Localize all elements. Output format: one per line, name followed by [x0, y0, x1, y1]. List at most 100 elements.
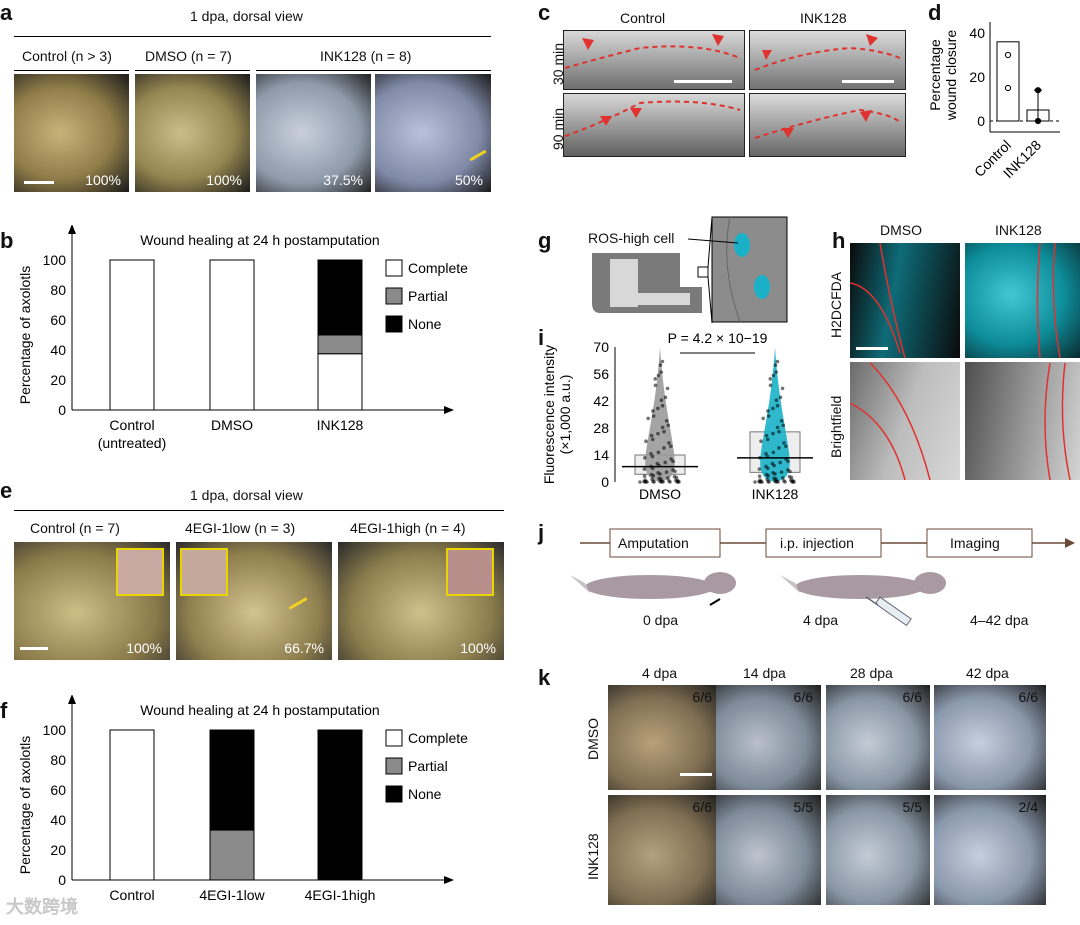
data-point	[778, 460, 783, 465]
data-point	[665, 476, 670, 480]
data-point	[662, 429, 666, 434]
rule	[14, 70, 129, 71]
panel-a-rule	[14, 36, 491, 37]
fraction-label: 6/6	[902, 689, 922, 705]
x-tick-label: INK128	[317, 417, 364, 433]
violin	[645, 347, 675, 482]
data-point	[772, 476, 776, 481]
micrograph-control: 100%	[14, 74, 129, 192]
scale-bar	[674, 80, 732, 83]
panel-a-col-control: Control (n > 3)	[22, 48, 112, 64]
data-point	[1004, 84, 1012, 92]
data-point	[656, 450, 661, 455]
data-point	[771, 431, 775, 436]
arrowhead-icon	[782, 128, 794, 138]
outline	[1061, 362, 1071, 480]
data-point	[655, 461, 660, 466]
arrowhead-icon	[860, 110, 872, 122]
fraction-label: 2/4	[1018, 799, 1038, 815]
data-point	[642, 467, 647, 471]
panel-g-label: g	[538, 228, 552, 253]
timepoint-4: 4 dpa	[803, 612, 839, 628]
legend-swatch	[385, 287, 403, 305]
scale-bar	[680, 773, 712, 776]
data-point	[665, 386, 670, 391]
panel-c-col-ink128: INK128	[800, 10, 847, 26]
micrograph-c-ink-90	[749, 93, 906, 157]
panel-a-label: a	[0, 0, 13, 25]
micrograph-k: 6/6	[716, 685, 821, 790]
panel-d-label: d	[928, 0, 942, 25]
panel-h-label: h	[832, 228, 846, 253]
data-point	[656, 470, 660, 475]
micrograph-c-ink-30	[749, 30, 906, 90]
chart-i: Fluorescence intensity (×1,000 a.u.) 0 14 28…	[541, 330, 813, 502]
data-point	[657, 476, 661, 481]
panel-a-col-dmso: DMSO (n = 7)	[145, 48, 232, 64]
pointer-arrow-icon	[687, 238, 739, 244]
fraction-label: 6/6	[1018, 689, 1038, 705]
bar	[996, 41, 1020, 122]
data-point	[757, 467, 762, 471]
fraction-label: 6/6	[692, 689, 712, 705]
panel-h-col-dmso: DMSO	[880, 222, 922, 238]
y-tick-label: 20	[50, 842, 66, 858]
y-axis-label: Percentage of axolotls	[17, 736, 33, 875]
data-point	[660, 403, 665, 408]
bar-partial	[317, 334, 363, 355]
micrograph-ink128-1: 37.5%	[256, 74, 371, 192]
data-point	[663, 460, 668, 465]
data-point	[787, 474, 792, 479]
panel-f-label: f	[0, 698, 8, 723]
y-tick-label: 0	[58, 402, 66, 418]
panel-h-col-ink128: INK128	[995, 222, 1042, 238]
panel-e-col-high: 4EGI-1high (n = 4)	[350, 520, 466, 536]
data-point	[656, 431, 660, 436]
data-point	[766, 414, 771, 418]
bar-complete	[109, 729, 155, 881]
panel-a-header: 1 dpa, dorsal view	[190, 8, 303, 24]
data-point	[771, 373, 776, 378]
x-tick-label: 4EGI-1low	[199, 887, 265, 903]
y-axis-label: Percentage	[927, 39, 943, 111]
legend-swatch	[385, 785, 403, 803]
zoom-panel	[711, 216, 788, 323]
data-point	[757, 474, 762, 479]
panel-k-row-dmso: DMSO	[585, 718, 601, 760]
data-point	[761, 416, 765, 421]
data-point	[780, 476, 785, 480]
outline	[879, 243, 906, 359]
fraction-label: 5/5	[902, 799, 922, 815]
legend-swatch	[385, 259, 403, 277]
micrograph-ink128-2: 50%	[375, 74, 491, 192]
syringe-icon	[865, 596, 912, 627]
panel-k-label: k	[538, 665, 551, 690]
data-point	[666, 423, 671, 428]
panel-h-row-h2dcfda: H2DCFDA	[828, 271, 844, 338]
y-tick-label: 40	[50, 342, 66, 358]
data-point	[649, 452, 653, 456]
panel-k-col-4: 4 dpa	[642, 665, 678, 681]
arrow-icon	[469, 149, 487, 162]
y-tick-label: 42	[593, 393, 609, 409]
scale-bar	[20, 647, 48, 650]
bar-partial	[209, 829, 255, 881]
schematic-g	[592, 216, 788, 324]
data-point	[781, 423, 786, 428]
data-point	[774, 370, 778, 374]
axolotl-icon	[570, 572, 736, 606]
wound-edge-overlay	[564, 34, 901, 139]
data-point	[764, 464, 768, 469]
x-tick-label: INK128	[752, 486, 799, 502]
step-box	[765, 528, 882, 558]
chart-b: Wound healing at 24 h postamputation Perc…	[17, 225, 468, 451]
y-axis-arrow-icon	[68, 225, 76, 234]
y-tick-label: 20	[969, 69, 985, 85]
data-point	[649, 472, 654, 477]
data-point	[653, 377, 658, 381]
zoom-box	[697, 266, 709, 278]
panel-b-label: b	[0, 228, 14, 253]
data-point	[668, 444, 673, 449]
data-point	[667, 479, 671, 483]
data-point	[643, 455, 647, 460]
